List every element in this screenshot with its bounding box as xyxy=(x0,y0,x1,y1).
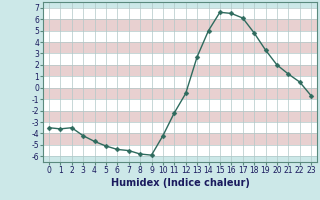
Bar xyxy=(43,88,317,99)
Bar xyxy=(43,31,317,42)
X-axis label: Humidex (Indice chaleur): Humidex (Indice chaleur) xyxy=(111,178,249,188)
Bar xyxy=(43,145,317,156)
Bar xyxy=(43,53,317,65)
Bar xyxy=(43,133,317,145)
Bar xyxy=(43,19,317,31)
Bar xyxy=(43,122,317,133)
Bar xyxy=(43,42,317,53)
Bar xyxy=(43,65,317,76)
Bar xyxy=(43,76,317,88)
Bar xyxy=(43,99,317,111)
Bar xyxy=(43,111,317,122)
Bar xyxy=(43,8,317,19)
